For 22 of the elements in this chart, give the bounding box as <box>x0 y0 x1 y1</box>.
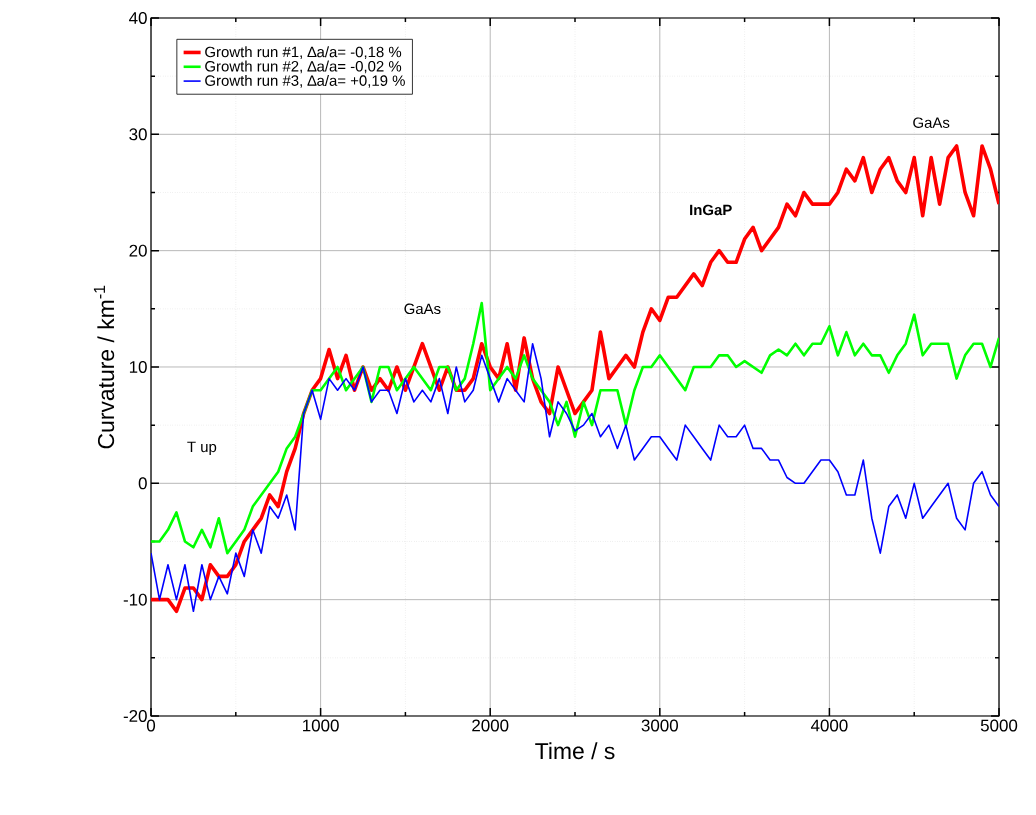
y-tick-label: 0 <box>138 477 147 490</box>
annotation: InGaP <box>690 204 732 216</box>
x-tick-label: 1000 <box>303 719 339 732</box>
y-tick-label: 20 <box>129 244 147 257</box>
annotation: GaAs <box>913 117 950 128</box>
annotation: T up <box>187 441 217 456</box>
legend-label: Growth run #1, ∆a/a= -0,18 % <box>205 46 402 60</box>
x-tick-label: 5000 <box>980 719 1018 732</box>
x-tick-label: 3000 <box>641 719 678 732</box>
legend-label: Growth run #3, ∆a/a= +0,19 % <box>205 74 405 88</box>
y-tick-label: 10 <box>129 360 147 373</box>
legend-label: Growth run #2, ∆a/a= -0,02 % <box>205 60 402 74</box>
x-tick-label: 0 <box>146 719 156 732</box>
annotation: GaAs <box>404 303 441 315</box>
y-tick-label: -20 <box>123 709 147 722</box>
y-tick-label: 30 <box>129 128 147 141</box>
x-tick-label: 4000 <box>810 719 848 732</box>
x-tick-label: 2000 <box>472 719 509 732</box>
x-axis-title: Time / s <box>535 742 615 760</box>
y-axis-title: Curvature / km$^{-1}$ <box>93 285 115 449</box>
y-tick-label: 40 <box>129 11 147 24</box>
y-tick-label: -10 <box>123 593 147 606</box>
